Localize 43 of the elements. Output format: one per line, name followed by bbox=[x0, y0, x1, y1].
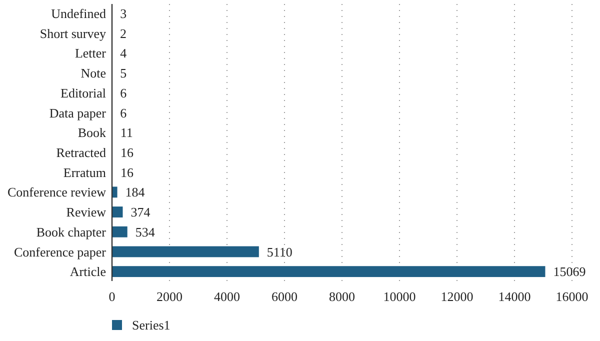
data-label: 2 bbox=[120, 26, 127, 41]
bar bbox=[112, 226, 128, 238]
data-label: 5 bbox=[120, 66, 127, 81]
data-label: 5110 bbox=[266, 244, 292, 260]
x-tick-label: 16000 bbox=[556, 289, 588, 304]
y-tick-label: Book chapter bbox=[36, 224, 107, 240]
y-tick-label: Undefined bbox=[51, 6, 106, 21]
data-label: 15069 bbox=[553, 264, 586, 280]
y-tick-label: Data paper bbox=[49, 105, 107, 120]
x-tick-label: 2000 bbox=[156, 289, 182, 304]
x-tick-label: 12000 bbox=[440, 289, 474, 304]
data-label: 3 bbox=[120, 6, 127, 21]
x-tick-label: 10000 bbox=[383, 289, 416, 304]
x-tick-label: 6000 bbox=[272, 289, 298, 304]
y-tick-label: Editorial bbox=[60, 85, 106, 100]
y-tick-label: Letter bbox=[74, 46, 107, 61]
y-tick-label: Retracted bbox=[56, 144, 106, 160]
y-tick-label: Short survey bbox=[40, 26, 106, 41]
data-label: 184 bbox=[125, 184, 146, 200]
data-label: 6 bbox=[120, 105, 128, 120]
bar bbox=[112, 206, 123, 218]
x-tick-label: 4000 bbox=[214, 289, 240, 304]
data-label: 16 bbox=[120, 144, 134, 160]
bar bbox=[112, 186, 118, 198]
data-label: 4 bbox=[120, 46, 128, 61]
legend-label: Series1 bbox=[132, 318, 170, 333]
y-tick-label: Review bbox=[66, 204, 107, 220]
x-tick-label: 14000 bbox=[498, 289, 531, 304]
data-label: 16 bbox=[120, 164, 134, 180]
data-label: 534 bbox=[135, 224, 156, 240]
x-tick-label: 8000 bbox=[329, 289, 355, 304]
y-tick-label: Note bbox=[80, 66, 106, 81]
y-tick-label: Conference review bbox=[7, 184, 107, 200]
data-label: 374 bbox=[130, 204, 151, 220]
bar bbox=[112, 246, 259, 258]
bar bbox=[112, 266, 546, 278]
y-tick-label: Article bbox=[70, 264, 106, 280]
y-tick-label: Book bbox=[78, 125, 106, 140]
data-label: 6 bbox=[120, 85, 128, 100]
y-tick-label: Erratum bbox=[63, 164, 106, 180]
y-tick-label: Conference paper bbox=[14, 244, 107, 260]
x-tick-label: 0 bbox=[108, 289, 116, 304]
data-label: 11 bbox=[120, 125, 133, 140]
